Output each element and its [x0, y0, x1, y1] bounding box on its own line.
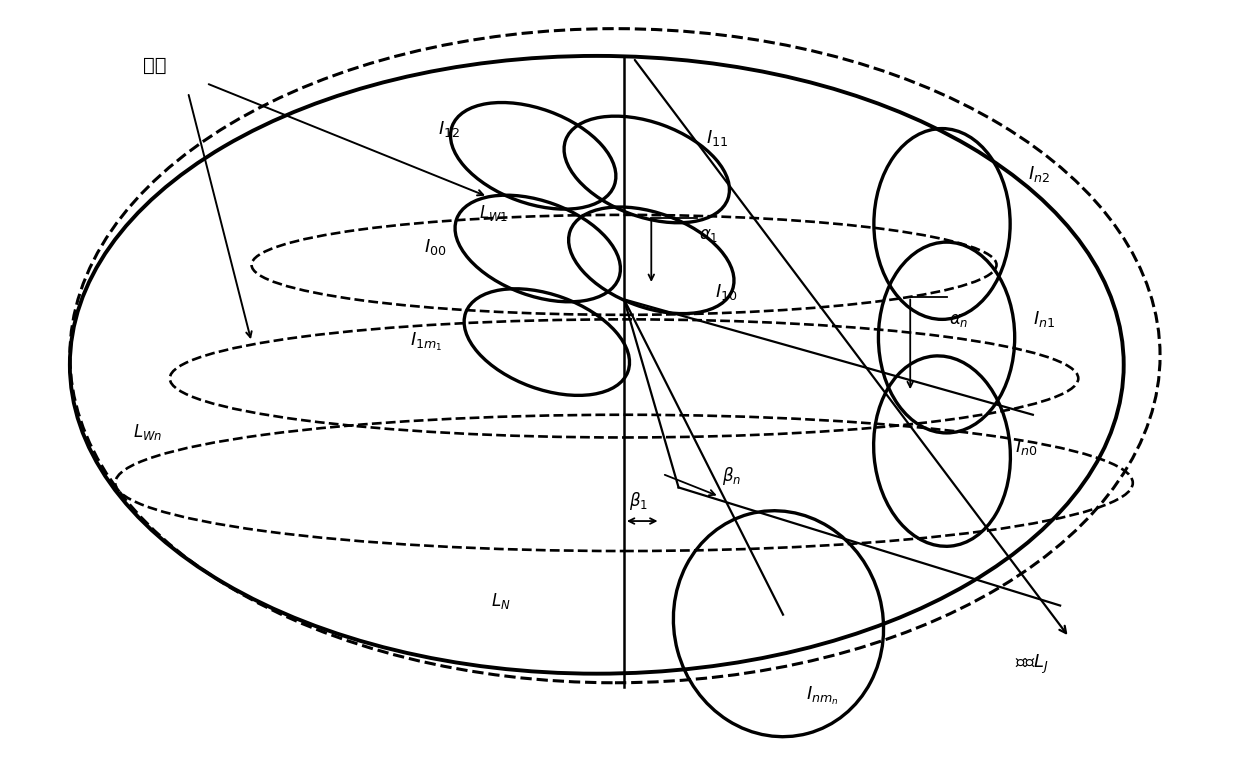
Text: $I_{12}$: $I_{12}$: [439, 119, 461, 139]
Text: $\beta_n$: $\beta_n$: [722, 465, 741, 487]
Text: $I_{00}$: $I_{00}$: [424, 236, 447, 257]
Text: 经线$L_J$: 经线$L_J$: [1015, 653, 1048, 677]
Text: $\alpha_1$: $\alpha_1$: [699, 226, 717, 244]
Text: $I_{n0}$: $I_{n0}$: [1015, 436, 1037, 456]
Text: $L_N$: $L_N$: [491, 591, 510, 611]
Text: $I_{1m_1}$: $I_{1m_1}$: [410, 331, 442, 353]
Text: $I_{10}$: $I_{10}$: [715, 282, 737, 302]
Text: $L_{Wn}$: $L_{Wn}$: [134, 422, 162, 443]
Text: $\alpha_n$: $\alpha_n$: [949, 311, 969, 329]
Text: 纬线: 纬线: [142, 56, 166, 74]
Text: $I_{n2}$: $I_{n2}$: [1028, 164, 1051, 184]
Text: $I_{nm_n}$: $I_{nm_n}$: [805, 685, 839, 708]
Text: $L_{W1}$: $L_{W1}$: [478, 202, 508, 222]
Text: $I_{n1}$: $I_{n1}$: [1033, 309, 1056, 329]
Text: $\beta_1$: $\beta_1$: [628, 490, 648, 512]
Text: $I_{11}$: $I_{11}$: [706, 128, 729, 148]
